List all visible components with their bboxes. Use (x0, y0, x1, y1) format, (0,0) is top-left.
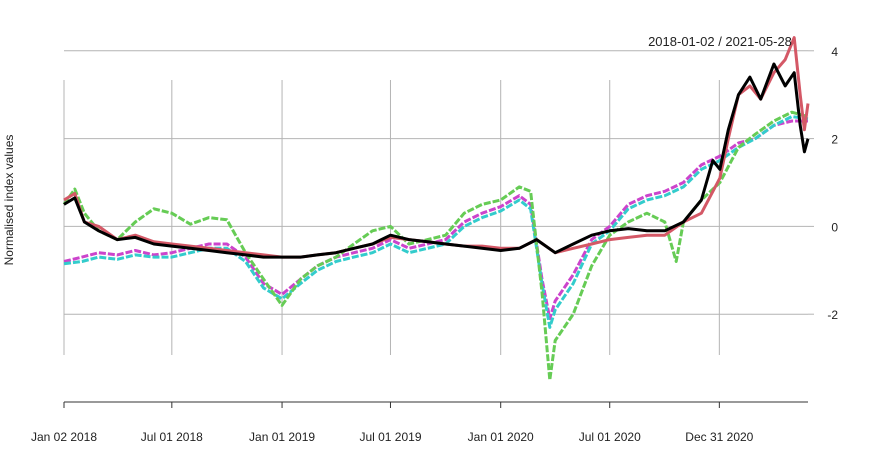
axes: 4 2 0 -2 Jan 02 2018 Jul 01 2018 Jan 01 2019 Ju… (31, 45, 838, 444)
date-range-label: 2018-01-02 / 2021-05-28 (648, 34, 792, 49)
x-tick-label: Dec 31 2020 (685, 430, 753, 444)
series-line-3 (62, 110, 809, 382)
y-axis-title: Normalised index values (2, 135, 16, 266)
grid-lines (63, 50, 808, 355)
series-line-4 (63, 36, 810, 259)
x-tick-label: Jan 01 2019 (249, 430, 315, 444)
y-tick-label: 4 (831, 45, 838, 59)
series-line-1 (63, 119, 808, 321)
x-tick-label: Jul 01 2019 (359, 430, 421, 444)
series-line-2 (63, 115, 809, 329)
x-tick-label: Jan 02 2018 (31, 430, 97, 444)
series-line-5 (63, 62, 810, 259)
y-tick-label: 2 (831, 133, 838, 147)
y-tick-label: 0 (831, 220, 838, 234)
series-lines (62, 36, 810, 382)
x-tick-label: Jul 01 2020 (579, 430, 641, 444)
x-tick-label: Jan 01 2020 (468, 430, 534, 444)
x-tick-label: Jul 01 2018 (141, 430, 203, 444)
y-tick-label: -2 (827, 308, 838, 322)
